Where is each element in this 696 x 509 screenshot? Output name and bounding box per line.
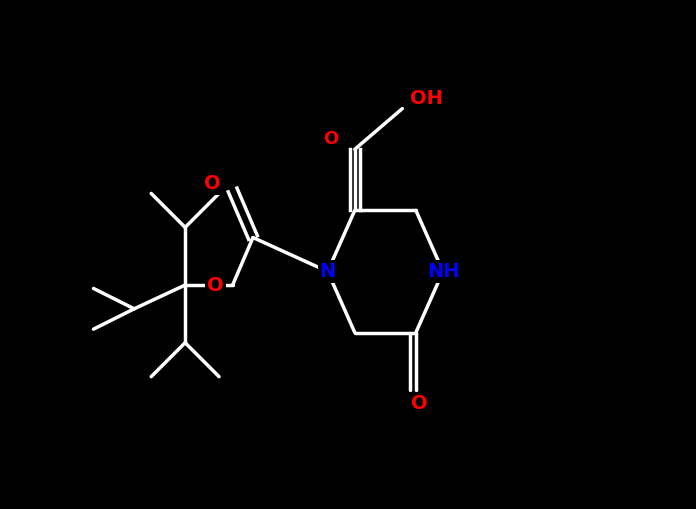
Text: O: O (324, 130, 339, 148)
Text: O: O (204, 174, 221, 193)
Text: N: N (319, 262, 335, 281)
Text: OH: OH (410, 89, 443, 108)
Text: O: O (207, 275, 224, 295)
Text: NH: NH (427, 262, 459, 281)
Text: O: O (411, 394, 427, 413)
